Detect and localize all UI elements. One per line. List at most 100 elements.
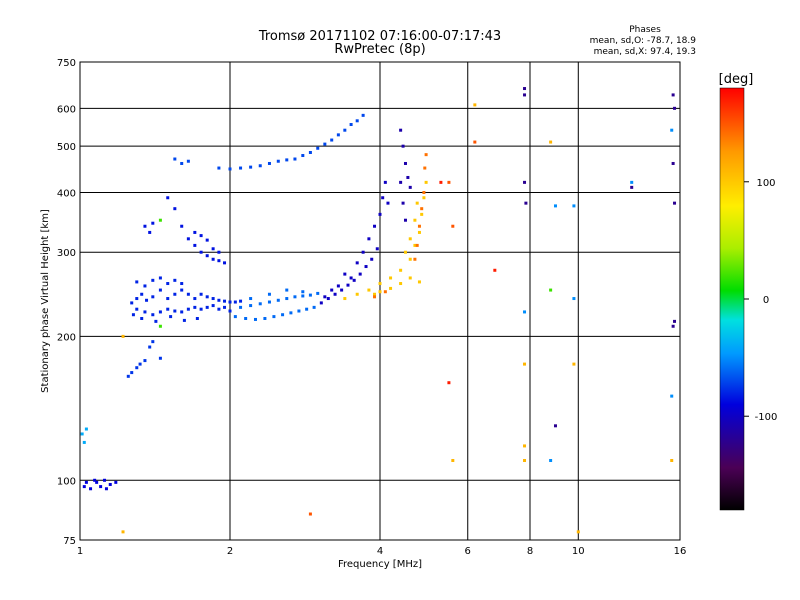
data-point bbox=[375, 247, 379, 251]
data-point bbox=[158, 356, 162, 360]
data-point bbox=[249, 304, 253, 308]
data-point bbox=[166, 307, 170, 311]
data-point bbox=[422, 190, 426, 194]
data-point bbox=[630, 185, 634, 189]
data-point bbox=[370, 257, 374, 261]
data-point bbox=[473, 140, 477, 144]
data-point bbox=[82, 440, 86, 444]
data-point bbox=[308, 150, 312, 154]
data-point bbox=[447, 381, 451, 385]
data-point bbox=[308, 293, 312, 297]
data-point bbox=[193, 305, 197, 309]
data-point bbox=[145, 298, 149, 302]
x-tick-labels: 1 2 4 6 8 10 16 bbox=[77, 546, 687, 557]
data-point bbox=[135, 297, 139, 301]
data-point bbox=[143, 284, 147, 288]
data-point bbox=[131, 313, 135, 317]
data-point bbox=[671, 161, 675, 165]
data-point bbox=[121, 334, 125, 338]
data-point bbox=[281, 313, 285, 317]
data-point bbox=[361, 113, 365, 117]
data-point bbox=[553, 204, 557, 208]
colorbar-ticks: 100 0 -100 bbox=[744, 178, 777, 423]
data-point bbox=[386, 201, 390, 205]
data-point bbox=[408, 257, 412, 261]
data-point bbox=[301, 294, 305, 298]
data-point bbox=[180, 224, 184, 228]
data-point bbox=[249, 297, 253, 301]
data-point bbox=[186, 307, 190, 311]
data-point bbox=[223, 261, 227, 265]
data-point bbox=[301, 154, 305, 158]
data-point bbox=[333, 292, 337, 296]
data-point bbox=[285, 158, 289, 162]
data-point bbox=[378, 212, 382, 216]
data-point bbox=[267, 292, 271, 296]
data-point bbox=[336, 284, 340, 288]
data-point bbox=[403, 161, 407, 165]
x-tick-label: 2 bbox=[227, 546, 233, 557]
data-point bbox=[553, 424, 557, 428]
data-point bbox=[140, 292, 144, 296]
data-point bbox=[186, 237, 190, 241]
data-point bbox=[104, 487, 108, 491]
colorbar-tick-label: 0 bbox=[763, 295, 769, 306]
data-point bbox=[447, 180, 451, 184]
y-tick-label: 75 bbox=[63, 536, 76, 547]
phase-stats-o: mean, sd,O: -78.7, 18.9 bbox=[590, 36, 697, 46]
data-point bbox=[253, 317, 257, 321]
data-point bbox=[151, 313, 155, 317]
chart-subtitle: RwPretec (8p) bbox=[334, 42, 425, 57]
data-point bbox=[670, 128, 674, 132]
data-point bbox=[151, 295, 155, 299]
data-point bbox=[166, 196, 170, 200]
data-point bbox=[143, 224, 147, 228]
data-point bbox=[549, 140, 553, 144]
data-point bbox=[417, 280, 421, 284]
data-point bbox=[180, 288, 184, 292]
data-point bbox=[493, 268, 497, 272]
data-point bbox=[180, 161, 184, 165]
data-point bbox=[420, 212, 424, 216]
data-point bbox=[276, 298, 280, 302]
data-point bbox=[199, 250, 203, 254]
data-point bbox=[135, 307, 139, 311]
data-point bbox=[420, 207, 424, 211]
data-point bbox=[186, 292, 190, 296]
data-point bbox=[549, 458, 553, 462]
data-point bbox=[233, 315, 237, 319]
data-point bbox=[308, 512, 312, 516]
data-point bbox=[523, 87, 527, 91]
data-point bbox=[293, 295, 297, 299]
data-point bbox=[403, 218, 407, 222]
data-point bbox=[424, 153, 428, 157]
data-point bbox=[228, 300, 232, 304]
data-point bbox=[355, 119, 359, 123]
data-point bbox=[84, 427, 88, 431]
data-point bbox=[389, 276, 393, 280]
x-tick-label: 1 bbox=[77, 546, 83, 557]
data-point bbox=[424, 180, 428, 184]
data-point bbox=[330, 288, 334, 292]
data-point bbox=[82, 485, 86, 489]
data-point bbox=[297, 309, 301, 313]
data-point bbox=[193, 230, 197, 234]
data-point bbox=[154, 319, 158, 323]
data-point bbox=[169, 315, 173, 319]
data-point bbox=[316, 291, 320, 295]
data-point bbox=[217, 298, 221, 302]
data-point bbox=[343, 297, 347, 301]
y-tick-label: 500 bbox=[57, 142, 76, 153]
data-point bbox=[670, 458, 674, 462]
data-point bbox=[523, 180, 527, 184]
data-point bbox=[422, 196, 426, 200]
data-point bbox=[373, 292, 377, 296]
data-point bbox=[305, 307, 309, 311]
data-point bbox=[523, 458, 527, 462]
data-point bbox=[403, 250, 407, 254]
data-point bbox=[244, 316, 248, 320]
data-point bbox=[211, 247, 215, 251]
y-tick-label: 200 bbox=[57, 332, 76, 343]
data-point bbox=[158, 276, 162, 280]
